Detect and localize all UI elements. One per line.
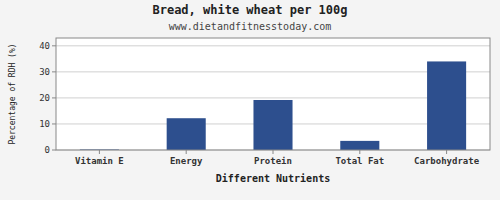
y-tick-label: 20 (39, 93, 50, 103)
grid-line (56, 71, 490, 72)
y-tick (52, 45, 56, 46)
x-tick (99, 150, 100, 154)
grid-line (56, 97, 490, 98)
y-tick-label: 30 (39, 67, 50, 77)
bar (340, 141, 379, 150)
plot-frame (56, 38, 490, 150)
y-tick (52, 97, 56, 98)
y-tick-label: 40 (39, 41, 50, 51)
x-tick-label: Vitamin E (75, 156, 124, 166)
x-tick-label: Protein (254, 156, 292, 166)
x-tick (359, 150, 360, 154)
bar (167, 118, 206, 150)
y-tick (52, 150, 56, 151)
x-tick (186, 150, 187, 154)
y-tick-label: 10 (39, 119, 50, 129)
bar (253, 100, 292, 150)
grid-line (56, 45, 490, 46)
x-axis-label: Different Nutrients (216, 173, 330, 184)
plot-area (56, 38, 490, 150)
x-tick-label: Energy (170, 156, 203, 166)
subtitle: www.dietandfitnesstoday.com (169, 21, 332, 32)
bar (427, 61, 466, 150)
background (0, 0, 500, 200)
y-tick (52, 123, 56, 124)
bars (80, 61, 466, 150)
x-tick (273, 150, 274, 154)
x-tick-label: Carbohydrate (414, 156, 480, 166)
y-tick (52, 71, 56, 72)
chart: Bread, white wheat per 100g www.dietandfi… (0, 0, 500, 200)
y-tick-label: 0 (45, 145, 50, 155)
x-tick (446, 150, 447, 154)
grid (56, 46, 490, 150)
title: Bread, white wheat per 100g (152, 3, 347, 17)
x-tick-label: Total Fat (335, 156, 384, 166)
y-axis-label: Percentage of RDH (%) (8, 43, 17, 144)
